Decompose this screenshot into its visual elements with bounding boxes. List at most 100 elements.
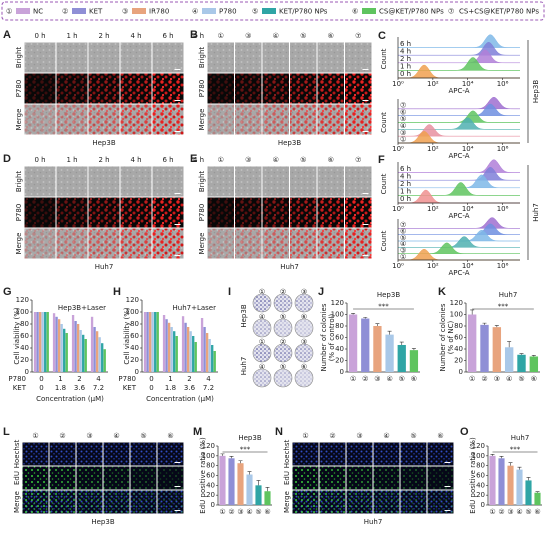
error-bar (499, 456, 504, 459)
micrograph-signal (207, 104, 234, 135)
x-axis-label: APC-A (448, 87, 469, 95)
bar (165, 319, 168, 372)
y-tick-label: 120 (472, 442, 485, 450)
bar (65, 333, 68, 372)
micrograph-texture (24, 42, 56, 73)
legend-number: ④ (192, 8, 198, 16)
micrograph-signal (130, 490, 157, 514)
x-tick-label: ① (489, 508, 495, 516)
micrograph-signal (373, 442, 400, 466)
bar (529, 356, 539, 372)
histogram-peak (397, 96, 521, 110)
y-tick-label: 60 (454, 334, 463, 342)
x-tick-label: 1 (58, 375, 62, 383)
micrograph-signal (373, 466, 400, 490)
error-bar (490, 454, 495, 456)
error-bar (531, 355, 536, 357)
micrograph-signal (130, 442, 157, 466)
micrograph-signal (207, 73, 234, 104)
plate-colonies (295, 369, 313, 387)
x-axis-label: APC-A (448, 212, 469, 220)
row-label: Bright (15, 47, 23, 69)
micrograph-signal (319, 442, 346, 466)
bar (194, 342, 197, 372)
chart-title: Hep3B (238, 434, 261, 442)
bar (76, 324, 80, 372)
significance-label: *** (240, 446, 251, 454)
y-tick-label: 80 (20, 320, 29, 328)
y-axis-label: (% of control) (328, 313, 336, 361)
y-axis-label: Cell viability (%) (13, 307, 21, 364)
column-label: ⑥ (437, 432, 443, 440)
panel-letter: F (378, 154, 385, 166)
error-bar (229, 456, 234, 459)
micrograph-signal (235, 104, 262, 135)
y-tick-label: 100 (16, 308, 29, 316)
significance-label: *** (378, 303, 389, 311)
x-tick-label: 10⁰ (392, 80, 404, 88)
micrograph-signal (103, 466, 130, 490)
micrograph-signal (88, 197, 120, 228)
curve-label: 1 h (400, 188, 411, 196)
micrograph-texture (235, 42, 262, 73)
y-tick-label: 40 (476, 481, 485, 489)
y-tick-label: 80 (454, 322, 463, 330)
x-tick-label: 4 (96, 375, 101, 383)
x-tick-label: ③ (507, 508, 513, 516)
x-axis-label: APC-A (448, 269, 469, 277)
x-tick-label: 10⁴ (462, 205, 474, 213)
bar (200, 318, 204, 372)
bar (82, 334, 85, 372)
y-tick-label: 120 (126, 296, 139, 304)
micrograph-signal (88, 73, 120, 104)
legend-swatch (16, 8, 30, 14)
micrograph-signal (152, 73, 184, 104)
micrograph-texture (88, 166, 120, 197)
legend-swatch (362, 8, 376, 14)
micrograph-signal (345, 104, 372, 135)
x-tick-label: 10⁰ (392, 262, 404, 270)
micrograph-signal (292, 442, 319, 466)
bar (41, 312, 44, 372)
legend-swatch (262, 8, 276, 14)
column-label: ⑦ (355, 156, 361, 164)
caption: Hep3B (278, 139, 301, 147)
group-label: Huh7 (532, 203, 540, 222)
x-tick-label: ⑤ (525, 508, 531, 516)
bar (492, 327, 502, 372)
bar (504, 347, 514, 372)
bar (93, 327, 96, 372)
y-tick-label: 60 (206, 472, 215, 480)
curve-label: ⑦ (400, 221, 406, 229)
error-bar (507, 341, 512, 348)
group-label: Hep3B (240, 304, 248, 327)
row-label: Merge (198, 109, 206, 131)
legend-label: CS@KET/P780 NPs (379, 8, 444, 16)
y-tick-label: 0 (135, 368, 139, 376)
caption: Hep3B (92, 139, 115, 147)
micrograph-signal (157, 490, 184, 514)
y-axis-label: Number of colonies (439, 303, 447, 371)
bar (84, 339, 87, 372)
micrograph-signal (346, 466, 373, 490)
y-tick-label: 0 (481, 501, 485, 509)
curve-label: ⑥ (400, 228, 406, 236)
bar (264, 491, 271, 505)
histogram-peak (398, 182, 520, 196)
error-bar (519, 353, 524, 355)
micrograph-texture (345, 166, 372, 197)
column-label: ④ (113, 432, 119, 440)
micrograph-signal (88, 104, 120, 135)
histogram-peak (398, 167, 520, 181)
micrograph-signal (120, 73, 152, 104)
y-tick-label: 20 (20, 356, 29, 364)
micrograph-signal (22, 490, 49, 514)
bar (516, 469, 523, 505)
x-tick-label: 10⁶ (497, 80, 509, 88)
error-bar (387, 330, 392, 335)
bar (63, 328, 66, 372)
column-label: ① (32, 432, 38, 440)
micrograph-signal (49, 442, 76, 466)
bar (38, 312, 42, 372)
bar (95, 331, 99, 372)
